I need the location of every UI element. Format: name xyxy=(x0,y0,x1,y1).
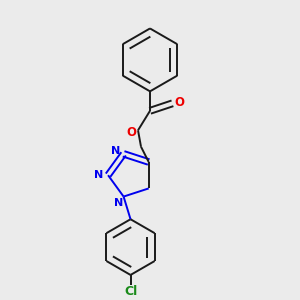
Text: Cl: Cl xyxy=(124,285,137,298)
Text: N: N xyxy=(114,198,123,208)
Text: N: N xyxy=(94,170,103,180)
Text: N: N xyxy=(111,146,121,156)
Text: O: O xyxy=(174,96,184,109)
Text: O: O xyxy=(126,126,136,139)
